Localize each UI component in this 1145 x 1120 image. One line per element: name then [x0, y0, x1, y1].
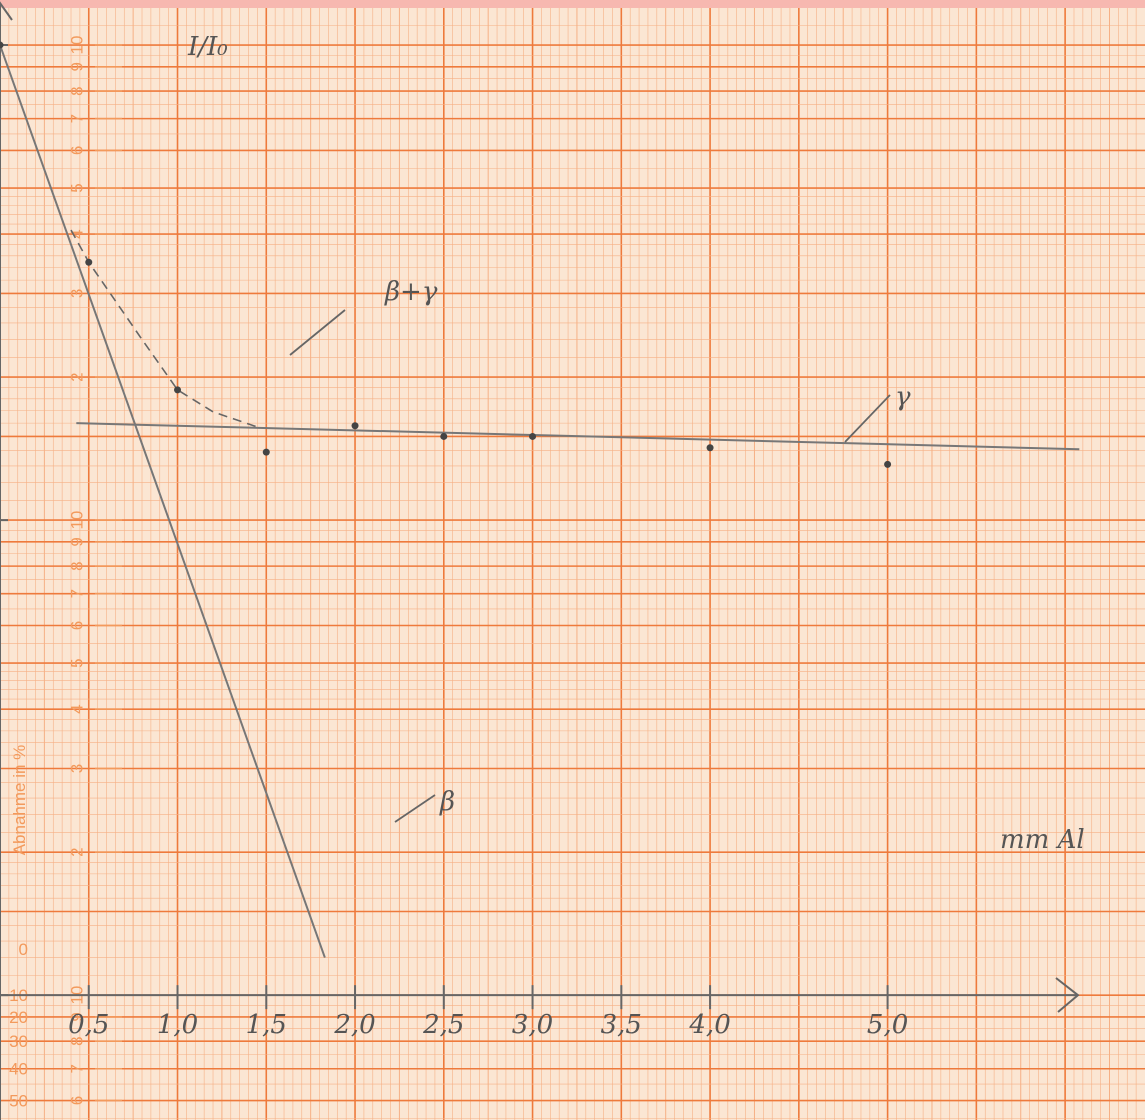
paper-scale-label: 3: [67, 764, 86, 773]
percent-scale-label: 30: [9, 1032, 28, 1051]
paper-scale-label: 6: [67, 621, 86, 630]
data-point: [85, 259, 92, 266]
side-label: Abnahme in %: [10, 745, 29, 856]
annotation: γ: [895, 382, 911, 412]
annotation: β+γ: [384, 277, 438, 307]
paper-scale-label: 8: [67, 86, 86, 95]
percent-scale-label: 0: [19, 940, 28, 959]
chart: Abnahme in % I/I₀ mm Al 10 9 8 7 6 5 4 3 2 10 9 8 7 6…: [0, 0, 1145, 1120]
paper-scale-label: 2: [67, 847, 86, 856]
paper-scale-label: 10: [67, 511, 86, 530]
paper-scale-label: 9: [67, 62, 86, 71]
paper-scale-label: 6: [67, 146, 86, 155]
annotation: β: [439, 787, 455, 817]
x-tick-label: 3,0: [512, 1010, 553, 1040]
x-tick-label: 0,5: [68, 1010, 109, 1040]
x-axis-label: mm Al: [1000, 825, 1085, 855]
x-tick-label: 4,0: [688, 1010, 730, 1040]
paper-scale-label: 8: [67, 561, 86, 570]
data-point: [263, 449, 270, 456]
paper-scale-label: 7: [67, 1064, 86, 1073]
paper-scale-label: 7: [67, 589, 86, 598]
x-tick-label: 5,0: [867, 1010, 908, 1040]
paper-scale-label: 5: [67, 658, 86, 667]
paper-scale-label: 4: [67, 704, 86, 713]
paper-scale-label: 9: [67, 537, 86, 546]
paper-scale-label: 2: [67, 372, 86, 381]
x-tick-label: 1,5: [246, 1010, 287, 1040]
data-point: [884, 461, 891, 468]
data-point: [440, 433, 447, 440]
paper-scale-label: 6: [67, 1096, 86, 1105]
x-tick-label: 3,5: [601, 1010, 642, 1040]
y-axis-label: I/I₀: [187, 32, 228, 62]
paper-scale-label: 7: [67, 114, 86, 123]
paper-scale-label: 5: [67, 183, 86, 192]
paper-scale-label: 3: [67, 289, 86, 298]
percent-scale-label: 40: [9, 1060, 28, 1079]
x-tick-label: 2,5: [422, 1010, 464, 1040]
paper-background: [0, 0, 1145, 1120]
percent-scale-label: 50: [9, 1092, 28, 1111]
x-tick-label: 1,0: [157, 1010, 198, 1040]
data-point: [707, 444, 714, 451]
x-tick-label: 2,0: [333, 1010, 375, 1040]
percent-scale-label: 20: [9, 1008, 28, 1027]
data-point: [352, 422, 359, 429]
paper-scale-label: 10: [67, 36, 86, 55]
paper-edge: [0, 0, 1145, 8]
data-point: [174, 386, 181, 393]
data-point: [529, 433, 536, 440]
paper-scale-label: 4: [67, 229, 86, 238]
page: Abnahme in % I/I₀ mm Al 10 9 8 7 6 5 4 3 2 10 9 8 7 6…: [0, 0, 1145, 1120]
